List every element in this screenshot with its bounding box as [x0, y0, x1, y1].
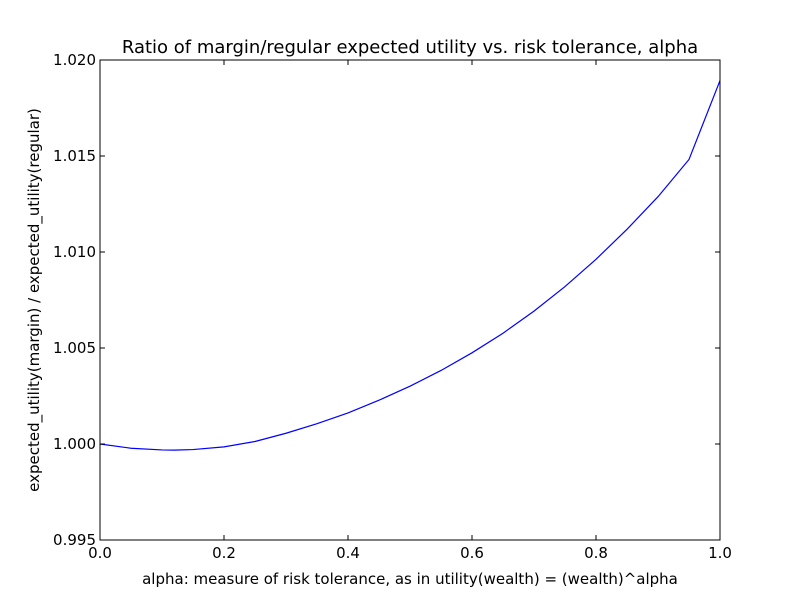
- y-tick-label: 1.015: [53, 147, 96, 165]
- chart-title: Ratio of margin/regular expected utility…: [122, 37, 698, 58]
- y-axis: 0.995 1.000 1.005 1.010 1.015 1.020: [53, 51, 720, 549]
- y-tick-label: 1.020: [53, 51, 96, 69]
- x-tick-label: 0.8: [584, 544, 608, 562]
- y-axis-label: expected_utility(margin) / expected_util…: [25, 108, 44, 492]
- y-tick-label: 1.010: [53, 243, 96, 261]
- plot-area: [99, 59, 721, 541]
- x-tick-label: 1.0: [708, 544, 732, 562]
- x-tick-label: 0.0: [88, 544, 112, 562]
- x-axis-label: alpha: measure of risk tolerance, as in …: [142, 570, 678, 588]
- x-tick-label: 0.4: [336, 544, 360, 562]
- plot-frame: [99, 59, 721, 541]
- series-line: [99, 80, 721, 451]
- x-tick-label: 0.6: [460, 544, 484, 562]
- x-tick-label: 0.2: [212, 544, 236, 562]
- y-tick-label: 1.005: [53, 339, 96, 357]
- x-axis: 0.0 0.2 0.4 0.6 0.8 1.0: [88, 60, 732, 562]
- y-tick-label: 0.995: [53, 531, 96, 549]
- y-tick-label: 1.000: [53, 435, 96, 453]
